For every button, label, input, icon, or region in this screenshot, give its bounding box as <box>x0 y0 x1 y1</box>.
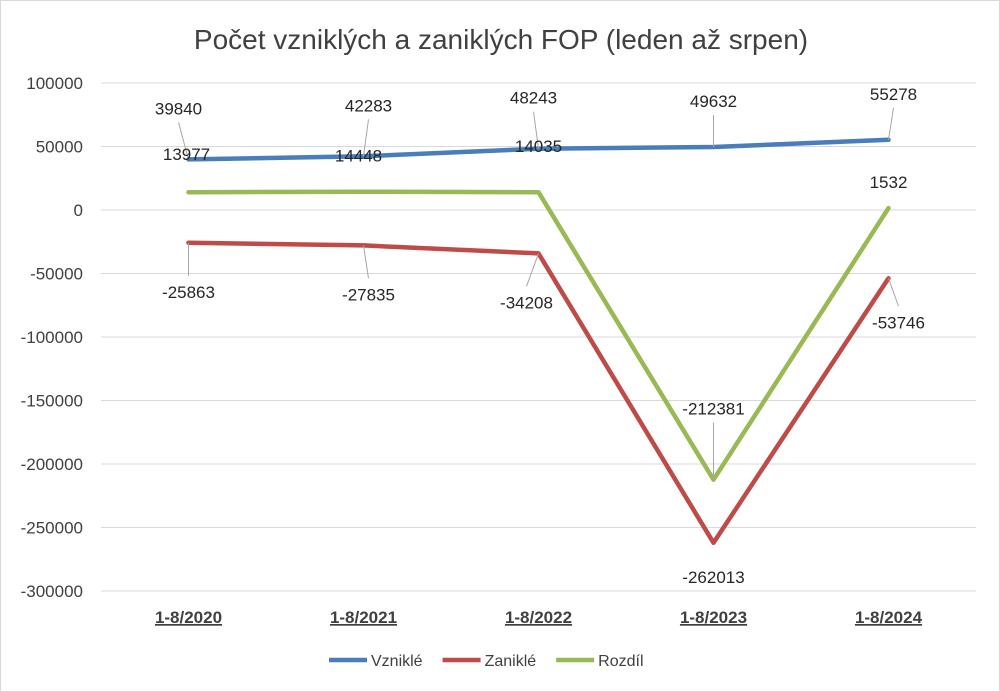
data-label: -53746 <box>872 313 925 332</box>
x-tick-label: 1-8/2021 <box>330 608 397 627</box>
data-label: -262013 <box>682 568 744 587</box>
x-tick-label: 1-8/2022 <box>505 608 572 627</box>
data-label: 14035 <box>515 137 562 156</box>
data-label-leader <box>533 111 539 149</box>
data-labels: 39840 42283 48243 49632 55278 -25863 -27835 -34… <box>155 85 925 587</box>
data-label-leader <box>526 253 539 287</box>
data-label: 39840 <box>155 99 202 118</box>
data-label: 49632 <box>690 92 737 111</box>
y-tick-label: -300000 <box>21 582 83 601</box>
legend: Vzniklé Zaniklé Rozdíl <box>329 653 644 670</box>
data-label-leader <box>178 122 189 160</box>
legend-label: Rozdíl <box>598 653 643 670</box>
y-axis-tick-labels: 100000 50000 0 -50000 -100000 -150000 -200000 -… <box>21 74 83 601</box>
series-line-rozdíl <box>186 189 891 482</box>
x-tick-label: 1-8/2020 <box>155 608 222 627</box>
data-label: -212381 <box>682 400 744 419</box>
data-label: 48243 <box>510 89 557 108</box>
series-lines <box>186 137 891 546</box>
chart-title: Počet vzniklých a zaniklých FOP (leden a… <box>194 24 808 55</box>
data-label-leader <box>363 245 369 279</box>
y-tick-label: -150000 <box>21 392 83 411</box>
y-tick-label: -200000 <box>21 455 83 474</box>
data-label: 14448 <box>335 147 382 166</box>
y-tick-label: 50000 <box>36 138 83 157</box>
data-label-leader <box>363 119 369 157</box>
y-tick-label: -100000 <box>21 328 83 347</box>
data-label: 42283 <box>345 96 392 115</box>
data-label: 13977 <box>163 145 210 164</box>
data-label: 55278 <box>870 85 917 104</box>
legend-label: Vzniklé <box>371 653 423 670</box>
y-tick-label: 0 <box>74 201 83 220</box>
x-tick-label: 1-8/2024 <box>855 608 923 627</box>
y-tick-label: -250000 <box>21 519 83 538</box>
x-axis-tick-labels: 1-8/2020 1-8/2021 1-8/2022 1-8/2023 1-8/2024 <box>155 608 923 627</box>
data-label: -27835 <box>342 285 395 304</box>
y-tick-label: 100000 <box>26 74 83 93</box>
data-label-leader-lines <box>178 107 899 480</box>
series-line-zaniklé <box>186 240 891 546</box>
legend-label: Zaniklé <box>485 653 537 670</box>
data-label: -25863 <box>162 283 215 302</box>
data-label-leader <box>888 278 899 307</box>
data-label-leader <box>888 107 894 140</box>
y-tick-label: -50000 <box>30 265 83 284</box>
gridlines <box>101 82 976 592</box>
data-label: -34208 <box>500 293 553 312</box>
data-label: 1532 <box>870 173 908 192</box>
x-tick-label: 1-8/2023 <box>680 608 747 627</box>
